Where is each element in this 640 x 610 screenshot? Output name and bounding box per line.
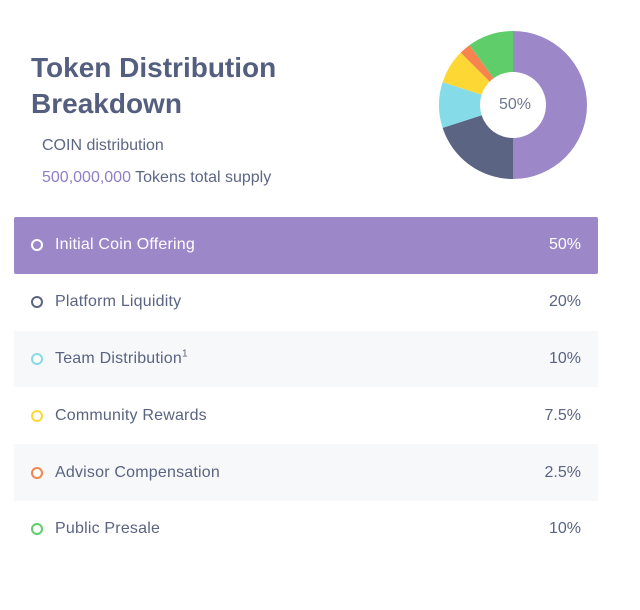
row-label: Public Presale [55,520,549,538]
row-percentage: 2.5% [544,463,581,481]
row-label-text: Platform Liquidity [55,293,182,311]
donut-slice-public-presale[interactable] [469,31,513,79]
distribution-list: Initial Coin Offering 50% Platform Liquidi… [14,217,598,558]
row-label-text: Initial Coin Offering [55,236,195,254]
legend-dot-icon [31,523,43,536]
donut-slice-platform-liquidity[interactable] [442,115,513,179]
distribution-row-public-presale[interactable]: Public Presale 10% [14,501,598,558]
row-label: Platform Liquidity [55,293,549,311]
row-percentage: 10% [548,349,581,367]
row-label-text: Team Distribution [55,349,183,367]
distribution-row-advisor-compensation[interactable]: Advisor Compensation 2.5% [14,444,598,501]
supply-number: 500,000,000 [42,169,131,186]
donut-slice-initial-coin-offering[interactable] [513,31,587,179]
distribution-donut-chart [439,31,587,179]
row-label-text: Advisor Compensation [55,463,220,481]
distribution-row-team-distribution[interactable]: Team Distribution1 10% [14,330,598,388]
distribution-row-platform-liquidity[interactable]: Platform Liquidity 20% [14,274,598,331]
legend-dot-icon [31,409,43,422]
row-label: Team Distribution1 [55,348,549,368]
total-supply: 500,000,000 Tokens total supply [42,169,271,187]
row-percentage: 7.5% [544,406,581,424]
distribution-row-initial-coin-offering[interactable]: Initial Coin Offering 50% [14,217,598,274]
distribution-subtitle: COIN distribution [42,137,164,154]
donut-slice-team-distribution[interactable] [439,82,482,128]
legend-dot-icon [31,352,43,365]
row-percentage: 10% [548,520,581,538]
row-label: Community Rewards [55,407,545,425]
row-label: Initial Coin Offering [55,236,549,254]
distribution-row-community-rewards[interactable]: Community Rewards 7.5% [14,387,598,444]
legend-dot-icon [31,239,43,252]
row-label: Advisor Compensation [55,464,545,482]
donut-slice-advisor-compensation[interactable] [460,45,494,82]
donut-center-label: 50% [498,96,532,113]
donut-slice-community-rewards[interactable] [442,52,490,95]
supply-text: Tokens total supply [130,169,272,186]
legend-dot-icon [31,296,43,309]
row-percentage: 20% [548,293,581,311]
row-label-text: Community Rewards [55,406,207,424]
row-label-text: Public Presale [55,520,161,538]
page-title: Token Distribution Breakdown [31,52,277,119]
row-percentage: 50% [548,236,581,254]
legend-dot-icon [31,466,43,479]
footnote-marker: 1 [182,348,188,360]
